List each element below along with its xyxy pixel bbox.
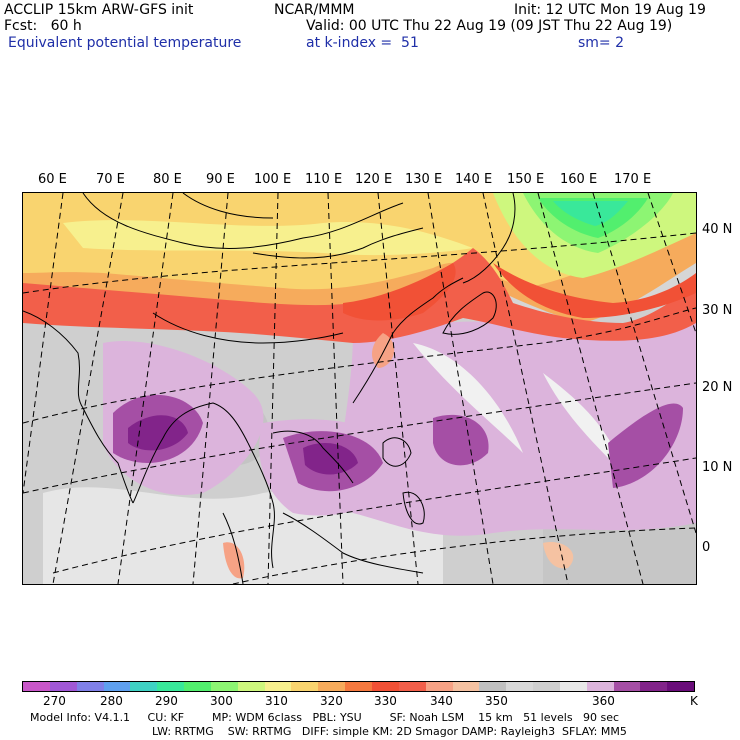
colorbar-swatch xyxy=(452,682,480,691)
colorbar-unit: K xyxy=(690,694,698,708)
colorbar-label: 330 xyxy=(374,694,397,708)
model-info-line: Model Info: V4.1.1 CU: KF MP: WDM 6class… xyxy=(30,711,620,724)
colorbar-swatch xyxy=(103,682,131,691)
map-panel xyxy=(22,192,697,585)
colorbar-label: 290 xyxy=(155,694,178,708)
colorbar-swatch xyxy=(130,682,158,691)
lon-label: 120 E xyxy=(355,172,393,187)
colorbar-label: 320 xyxy=(320,694,343,708)
colorbar-swatch xyxy=(371,682,399,691)
lon-label: 100 E xyxy=(254,172,292,187)
colorbar-swatch xyxy=(237,682,265,691)
colorbar-label: 270 xyxy=(43,694,66,708)
colorbar-swatch xyxy=(76,682,104,691)
forecast-hour: Fcst: 60 h xyxy=(4,18,82,34)
valid-time: Valid: 00 UTC Thu 22 Aug 19 (09 JST Thu … xyxy=(306,18,673,34)
physics-info-line: LW: RRTMG SW: RRTMG DIFF: simple KM: 2D … xyxy=(152,725,627,738)
colorbar-label: 310 xyxy=(265,694,288,708)
colorbar-swatch xyxy=(184,682,211,691)
lon-label: 140 E xyxy=(455,172,493,187)
lon-label: 150 E xyxy=(507,172,545,187)
colorbar-swatch xyxy=(425,682,453,691)
colorbar-swatch xyxy=(264,682,292,691)
colorbar-label: 360 xyxy=(592,694,615,708)
lon-label: 90 E xyxy=(206,172,235,187)
colorbar-swatch xyxy=(640,682,668,691)
init-time: Init: 12 UTC Mon 19 Aug 19 xyxy=(514,2,706,18)
lat-label: 30 N xyxy=(702,303,733,318)
colorbar-swatch xyxy=(613,682,641,691)
colorbar xyxy=(22,681,695,692)
colorbar-swatch xyxy=(318,682,346,691)
lon-label: 130 E xyxy=(405,172,443,187)
colorbar-swatch xyxy=(291,682,319,691)
model-title: ACCLIP 15km ARW-GFS init xyxy=(4,2,194,18)
colorbar-swatch xyxy=(23,682,50,691)
colorbar-label: 340 xyxy=(430,694,453,708)
lat-label: 40 N xyxy=(702,222,733,237)
lat-label: 10 N xyxy=(702,460,733,475)
colorbar-swatch xyxy=(345,682,372,691)
colorbar-label: 300 xyxy=(210,694,233,708)
center-title: NCAR/MMM xyxy=(274,2,355,18)
level-info: at k-index = 51 xyxy=(306,35,419,51)
colorbar-swatch xyxy=(157,682,185,691)
field-name: Equivalent potential temperature xyxy=(8,35,242,51)
colorbar-label: 280 xyxy=(100,694,123,708)
colorbar-swatch xyxy=(479,682,507,691)
colorbar-swatch xyxy=(398,682,426,691)
colorbar-swatch xyxy=(506,682,534,691)
colorbar-swatch xyxy=(586,682,614,691)
lon-label: 110 E xyxy=(305,172,343,187)
colorbar-swatch xyxy=(533,682,560,691)
lon-label: 80 E xyxy=(153,172,182,187)
colorbar-swatch xyxy=(210,682,238,691)
lon-label: 160 E xyxy=(560,172,598,187)
smoothing-info: sm= 2 xyxy=(578,35,625,51)
lon-label: 60 E xyxy=(38,172,67,187)
lon-label: 170 E xyxy=(614,172,652,187)
colorbar-label: 350 xyxy=(485,694,508,708)
map-field xyxy=(23,193,696,584)
lat-label: 20 N xyxy=(702,380,733,395)
lon-label: 70 E xyxy=(96,172,125,187)
colorbar-swatch xyxy=(559,682,587,691)
colorbar-swatch xyxy=(49,682,77,691)
colorbar-swatch xyxy=(667,682,695,691)
lat-label: 0 xyxy=(702,540,711,555)
